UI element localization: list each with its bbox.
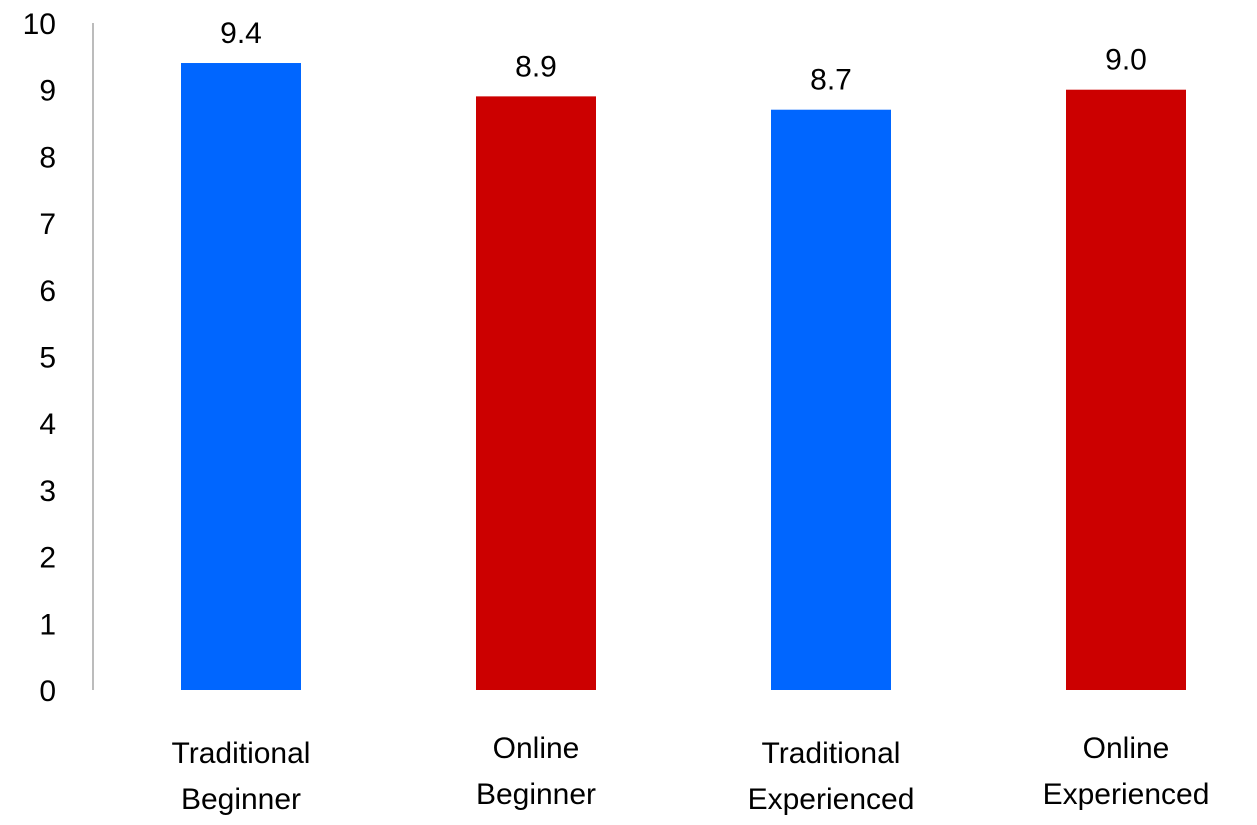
bar (476, 96, 596, 691)
category-label: Online (1083, 732, 1170, 765)
category-label: Online (493, 732, 580, 765)
bar (1066, 89, 1186, 690)
bar (771, 109, 891, 690)
y-tick-label: 0 (39, 675, 56, 708)
value-labels: 9.4 8.9 8.7 9.0 (220, 17, 1147, 97)
category-label: Experienced (1043, 778, 1210, 811)
value-label: 8.9 (515, 50, 557, 83)
value-label: 9.4 (220, 17, 262, 50)
category-label: Beginner (181, 783, 301, 816)
category-label: Experienced (748, 783, 915, 816)
bars (181, 63, 1186, 691)
y-tick-label: 3 (39, 475, 56, 508)
category-labels: Traditional Beginner Online Beginner Traditi… (172, 732, 1210, 816)
category-label: Traditional (762, 737, 901, 770)
value-label: 9.0 (1105, 44, 1147, 77)
y-tick-label: 2 (39, 542, 56, 575)
y-tick-label: 5 (39, 342, 56, 375)
y-tick-label: 6 (39, 275, 56, 308)
y-tick-label: 7 (39, 208, 56, 241)
category-label: Traditional (172, 737, 311, 770)
y-tick-labels: 0 1 2 3 4 5 6 7 8 9 10 (23, 8, 56, 708)
value-label: 8.7 (810, 64, 852, 97)
y-tick-label: 10 (23, 8, 56, 41)
y-tick-label: 8 (39, 141, 56, 174)
y-tick-label: 1 (39, 608, 56, 641)
bar (181, 63, 301, 690)
y-tick-label: 9 (39, 75, 56, 108)
y-tick-label: 4 (39, 408, 56, 441)
category-label: Beginner (476, 778, 596, 811)
